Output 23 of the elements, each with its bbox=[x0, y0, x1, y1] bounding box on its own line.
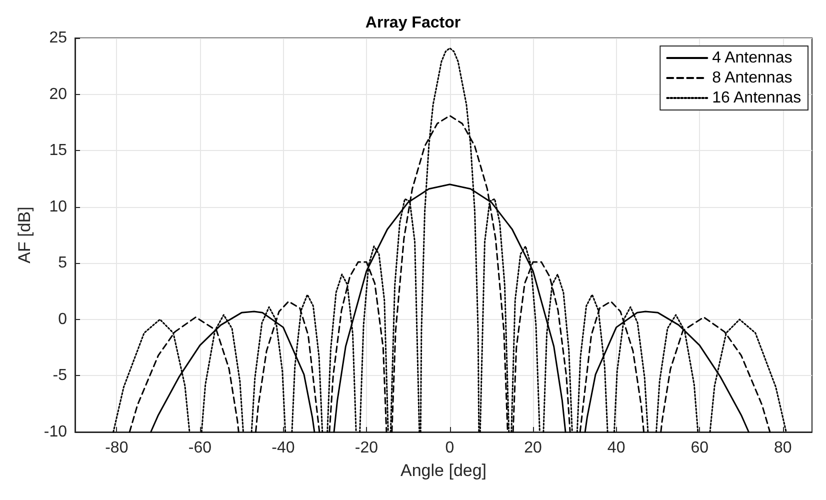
y-tick-label: 10 bbox=[49, 198, 68, 216]
x-tick-label: -40 bbox=[272, 440, 295, 456]
legend-label: 4 Antennas bbox=[712, 50, 792, 66]
y-tick-label: 15 bbox=[49, 142, 68, 160]
legend-label: 8 Antennas bbox=[712, 70, 792, 86]
x-tick-label: 80 bbox=[774, 440, 792, 456]
x-tick-label: 60 bbox=[690, 440, 709, 456]
legend-label: 16 Antennas bbox=[712, 90, 802, 106]
y-tick-label: -5 bbox=[52, 367, 68, 384]
x-tick-label: -20 bbox=[354, 440, 378, 456]
x-axis-title: Angle [deg] bbox=[400, 461, 487, 480]
y-tick-label: 25 bbox=[49, 30, 68, 46]
y-tick-label: 0 bbox=[58, 310, 68, 328]
x-tick-label: 20 bbox=[524, 440, 542, 456]
y-tick-label: -10 bbox=[44, 424, 68, 440]
x-tick-label: -80 bbox=[105, 440, 128, 456]
x-tick-label: 0 bbox=[445, 440, 454, 456]
chart-title: Array Factor bbox=[365, 14, 461, 32]
y-tick-label: 5 bbox=[58, 254, 68, 272]
y-tick-label: 20 bbox=[49, 86, 68, 103]
y-axis-title: AF [dB] bbox=[15, 206, 34, 264]
x-tick-label: 40 bbox=[607, 440, 626, 456]
x-tick-label: -60 bbox=[188, 440, 212, 456]
